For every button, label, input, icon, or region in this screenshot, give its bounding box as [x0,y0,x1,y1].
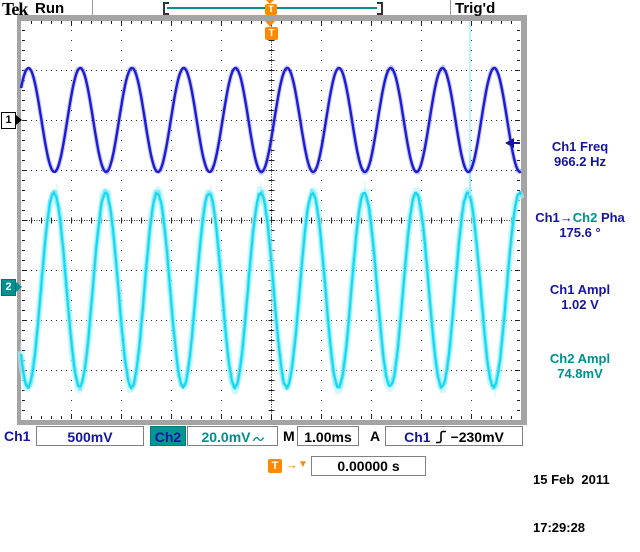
ch2-scale-readout: 20.0mV [187,426,278,446]
trigger-record-arrow-icon [266,0,274,4]
measurement-phase: Ch1→Ch2 Pha 175.6 ° [520,210,640,240]
datetime: 15 Feb 2011 17:29:28 [533,440,610,552]
trigger-position-marker-icon: T [265,27,278,40]
timebase-label: M [283,428,295,444]
tek-logo: Tek [2,0,28,19]
ch2-marker-label: 2 [5,281,12,293]
measurement-ch2-ampl: Ch2 Ampl 74.8mV [520,351,640,381]
ch1-label: Ch1 [4,428,31,444]
trigger-level-arrow-icon [505,138,514,148]
ch1-marker-label: 1 [5,114,12,126]
separator [450,0,451,15]
phase-label-ch2: Ch2 [572,210,598,225]
ch2-label: Ch2 [150,426,186,446]
record-bracket-right-icon [377,2,383,15]
ch1-ground-marker: 1 [1,112,22,129]
measurement-label: Ch1 Freq [551,139,609,154]
ch1-marker-tip-icon [16,115,22,125]
measurement-value: 1.02 V [561,297,599,312]
record-bracket-left-icon [163,2,169,15]
ch2-scale-value: 20.0mV [201,429,251,445]
measurement-value: 74.8mV [557,366,603,381]
ch2-ground-marker: 2 [1,279,22,296]
ch1-scale-readout: 500mV [36,426,144,446]
acquisition-state: Run [35,0,65,17]
trigger-record-marker-icon: T [265,4,277,15]
trigger-source: Ch1 [404,429,431,445]
arrow-right-icon: → [285,457,298,472]
phase-label-rest: Pha [597,210,625,225]
measurement-ch1-ampl: Ch1 Ampl 1.02 V [520,282,640,312]
phase-label-ch1: Ch1 [535,210,560,225]
ch2-marker-tip-icon [16,282,22,292]
measurement-ch1-freq: Ch1 Freq 966.2 Hz [520,139,640,169]
rising-edge-icon [435,429,447,449]
trigger-level-arrow-tail [513,142,520,144]
marker-down-icon: ▼ [298,459,308,470]
trigger-readout: Ch1 −230mV [385,426,523,446]
trigger-status: Trig'd [455,0,496,17]
trigger-type-label: A [370,428,381,444]
timebase-readout: 1.00ms [297,426,359,446]
time: 17:29:28 [533,520,586,535]
trigger-footer-icon: T [268,459,282,473]
measurement-value: 966.2 Hz [553,154,607,169]
measurement-label: Ch2 Ampl [549,351,611,366]
trigger-position-readout: 0.00000 s [311,456,426,476]
ac-coupling-icon [252,428,264,448]
trigger-position-arrow-icon [265,21,275,27]
trigger-level-value: −230mV [450,429,504,445]
measurement-value: 175.6 ° [559,225,601,240]
date: 15 Feb 2011 [533,472,610,487]
measurement-label: Ch1 Ampl [549,282,611,297]
separator [92,0,93,15]
measurement-label: Ch1→Ch2 Pha [520,210,640,225]
graticule-frame [17,15,527,425]
phase-arrow: → [559,210,573,225]
